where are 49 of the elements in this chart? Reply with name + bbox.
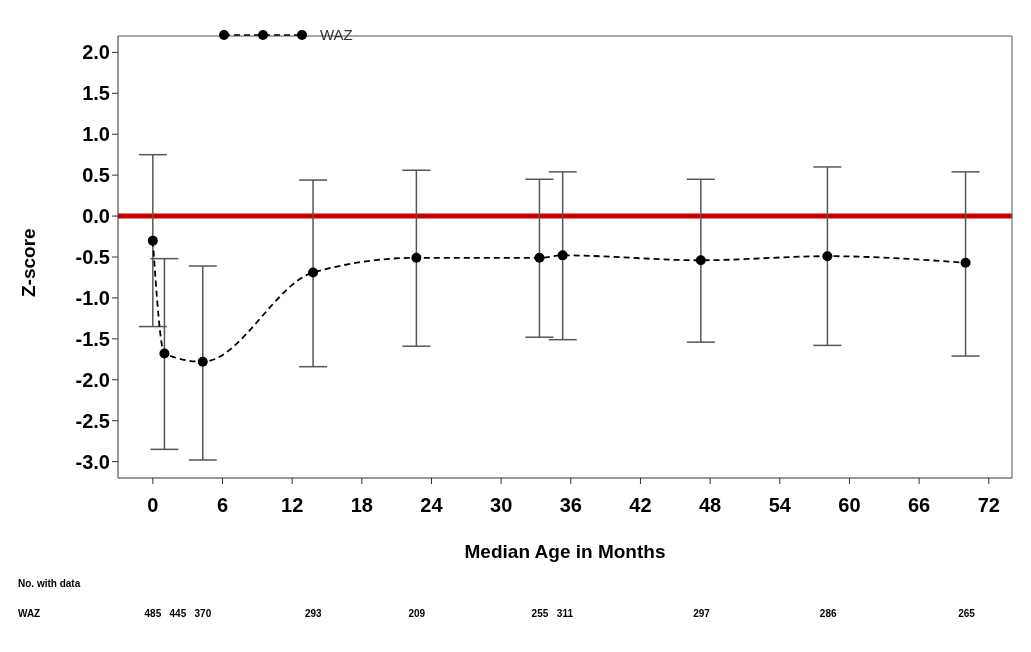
y-tick-label: -3.0 <box>75 450 110 473</box>
text: 255 <box>530 608 550 619</box>
point <box>411 252 422 263</box>
x-tick-label: 30 <box>490 494 513 517</box>
text: 297 <box>692 608 711 619</box>
y-tick-label: -2.0 <box>75 368 110 391</box>
text: 485 <box>143 608 163 619</box>
y-tick-label: 0.0 <box>82 205 110 228</box>
x-tick-label: 54 <box>768 494 792 517</box>
y-tick-label: 1.5 <box>82 82 110 105</box>
x-axis-title: Median Age in Months <box>464 541 666 562</box>
x-tick-label: 24 <box>420 494 444 517</box>
y-tick-label: -1.0 <box>75 287 110 310</box>
x-tick-label: 18 <box>350 494 373 517</box>
text: 286 <box>818 608 838 619</box>
y-tick-label: -1.5 <box>75 327 110 350</box>
text: WAZ <box>18 608 41 619</box>
point <box>534 252 545 263</box>
legend-label: WAZ <box>320 26 353 43</box>
point <box>147 235 158 246</box>
text: 293 <box>303 608 323 619</box>
y-axis-title: Z-score <box>17 228 39 297</box>
y-tick-label: 2.0 <box>82 41 110 64</box>
x-tick-label: 48 <box>699 494 722 517</box>
x-tick-label: 60 <box>838 494 861 517</box>
x-tick-label: 0 <box>147 494 159 517</box>
text: 209 <box>407 608 427 619</box>
x-tick-label: 6 <box>216 494 229 517</box>
point <box>822 251 833 262</box>
point <box>159 348 170 359</box>
point <box>960 257 971 268</box>
y-tick-label: 1.0 <box>82 123 110 146</box>
x-tick-label: 42 <box>629 494 652 517</box>
point <box>197 356 208 367</box>
point <box>557 250 568 261</box>
point <box>695 255 706 266</box>
x-tick-label: 72 <box>977 494 1000 517</box>
text: 445 <box>168 608 188 619</box>
point <box>308 267 319 278</box>
text: 265 <box>957 608 976 619</box>
text: 311 <box>555 608 574 619</box>
x-tick-label: 66 <box>907 494 931 517</box>
text: No. with data <box>18 578 81 589</box>
x-tick-label: 36 <box>559 494 582 517</box>
y-tick-label: -2.5 <box>75 409 110 432</box>
x-tick-label: 12 <box>281 494 304 517</box>
text: 370 <box>193 608 213 619</box>
y-tick-label: 0.5 <box>82 164 110 187</box>
y-tick-label: -0.5 <box>75 246 110 269</box>
